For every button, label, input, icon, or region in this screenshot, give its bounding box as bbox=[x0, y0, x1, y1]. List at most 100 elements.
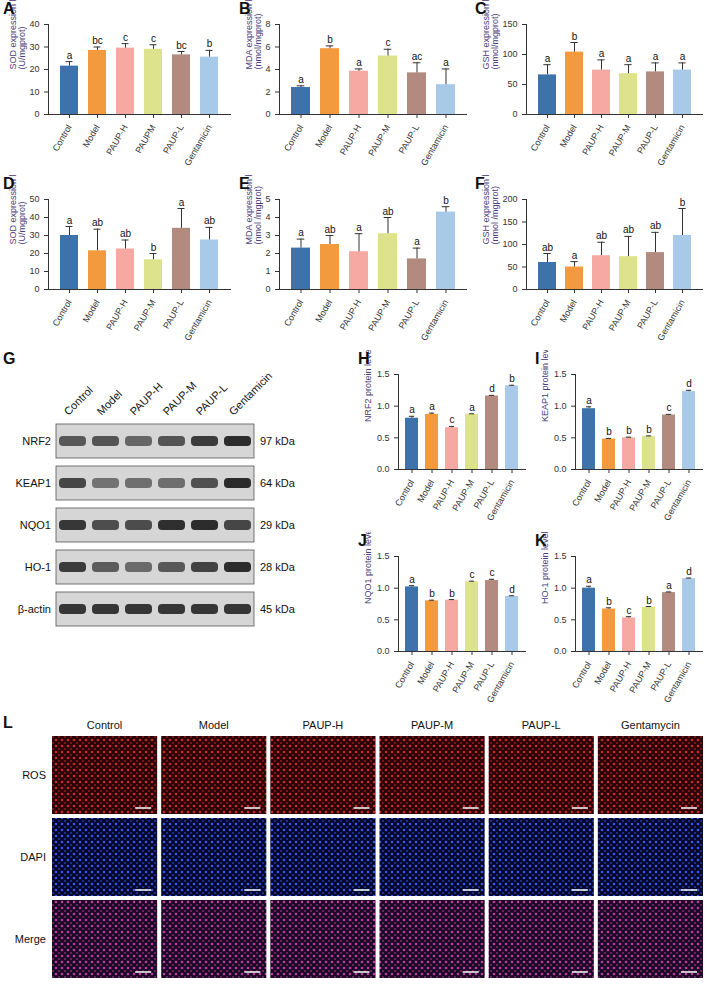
svg-text:b: b bbox=[606, 426, 612, 437]
svg-text:20: 20 bbox=[29, 64, 39, 74]
svg-text:a: a bbox=[298, 227, 304, 238]
svg-text:0: 0 bbox=[512, 109, 517, 119]
svg-text:Gentamicin: Gentamicin bbox=[182, 298, 213, 342]
svg-text:KEAP1 protein levels: KEAP1 protein levels bbox=[540, 350, 550, 422]
svg-text:a: a bbox=[179, 197, 185, 208]
svg-text:Control: Control bbox=[61, 384, 95, 418]
svg-text:1.0: 1.0 bbox=[554, 583, 567, 593]
svg-text:a: a bbox=[67, 215, 73, 226]
svg-text:0: 0 bbox=[265, 109, 270, 119]
svg-text:10: 10 bbox=[29, 266, 39, 276]
svg-text:NRF2: NRF2 bbox=[22, 435, 51, 447]
svg-text:Model: Model bbox=[415, 660, 436, 686]
svg-text:a: a bbox=[586, 574, 592, 585]
svg-text:PAUP-M: PAUP-M bbox=[366, 298, 392, 333]
svg-text:a: a bbox=[298, 74, 304, 85]
svg-text:0: 0 bbox=[34, 109, 39, 119]
svg-text:0.0: 0.0 bbox=[377, 464, 390, 474]
svg-text:Control: Control bbox=[51, 123, 74, 153]
svg-text:PAUP-L: PAUP-L bbox=[161, 123, 186, 156]
svg-text:PAUP-M: PAUP-M bbox=[607, 298, 633, 333]
svg-text:c: c bbox=[123, 32, 128, 43]
svg-text:6: 6 bbox=[265, 42, 270, 52]
svg-text:a: a bbox=[545, 53, 551, 64]
svg-text:3: 3 bbox=[265, 230, 270, 240]
svg-text:30: 30 bbox=[29, 230, 39, 240]
svg-text:0.5: 0.5 bbox=[554, 433, 567, 443]
svg-text:50: 50 bbox=[507, 262, 517, 272]
svg-text:b: b bbox=[449, 588, 455, 599]
svg-text:d: d bbox=[509, 584, 515, 595]
svg-text:PAUP-H: PAUP-H bbox=[104, 123, 129, 157]
svg-text:a: a bbox=[356, 222, 362, 233]
svg-text:1: 1 bbox=[265, 266, 270, 276]
svg-text:c: c bbox=[151, 33, 156, 44]
svg-text:ab: ab bbox=[542, 242, 554, 253]
svg-text:c: c bbox=[667, 402, 672, 413]
svg-text:Model: Model bbox=[81, 298, 102, 324]
svg-text:Gentamicin: Gentamicin bbox=[419, 123, 450, 167]
svg-text:b: b bbox=[207, 38, 213, 49]
svg-text:PAUP-M: PAUP-M bbox=[411, 719, 453, 731]
svg-text:b: b bbox=[572, 31, 578, 42]
svg-text:PAUP-H: PAUP-H bbox=[338, 123, 363, 157]
svg-text:PAUP-M: PAUP-M bbox=[627, 660, 653, 695]
svg-text:b: b bbox=[646, 595, 652, 606]
svg-text:Model: Model bbox=[81, 123, 102, 149]
svg-text:Model: Model bbox=[592, 478, 613, 504]
svg-text:Model: Model bbox=[199, 719, 229, 731]
svg-text:a: a bbox=[443, 57, 449, 68]
svg-text:NQO1: NQO1 bbox=[20, 519, 51, 531]
svg-text:PAUP-M: PAUP-M bbox=[627, 478, 653, 513]
svg-text:PAUP-L: PAUP-L bbox=[397, 298, 422, 331]
svg-text:1.5: 1.5 bbox=[377, 551, 390, 561]
svg-text:Control: Control bbox=[51, 298, 74, 328]
svg-text:4: 4 bbox=[265, 64, 270, 74]
svg-text:PAUPM: PAUPM bbox=[133, 123, 157, 155]
svg-text:100: 100 bbox=[502, 239, 517, 249]
svg-text:ab: ab bbox=[204, 215, 216, 226]
svg-text:Gentamycin: Gentamycin bbox=[621, 719, 680, 731]
svg-text:PAUP-M: PAUP-M bbox=[607, 123, 633, 158]
svg-text:Model: Model bbox=[313, 123, 334, 149]
svg-text:50: 50 bbox=[29, 194, 39, 204]
svg-text:c: c bbox=[470, 569, 475, 580]
svg-text:Control: Control bbox=[282, 123, 305, 153]
svg-text:0.5: 0.5 bbox=[554, 615, 567, 625]
svg-text:PAUP-H: PAUP-H bbox=[338, 298, 363, 332]
svg-text:PAUP-L: PAUP-L bbox=[522, 719, 561, 731]
svg-text:PAUP-M: PAUP-M bbox=[132, 298, 158, 333]
svg-text:b: b bbox=[680, 197, 686, 208]
svg-text:DAPI: DAPI bbox=[20, 851, 46, 863]
svg-text:29 kDa: 29 kDa bbox=[260, 519, 296, 531]
svg-text:Gentamicin: Gentamicin bbox=[226, 370, 274, 418]
svg-text:50: 50 bbox=[507, 79, 517, 89]
svg-text:1.5: 1.5 bbox=[377, 369, 390, 379]
svg-text:a: a bbox=[680, 51, 686, 62]
svg-text:PAUP-L: PAUP-L bbox=[397, 123, 422, 156]
svg-text:ab: ab bbox=[120, 228, 132, 239]
svg-text:PAUP-L: PAUP-L bbox=[635, 123, 660, 156]
svg-text:PAUP-L: PAUP-L bbox=[635, 298, 660, 331]
svg-text:Gentamicin: Gentamicin bbox=[655, 298, 686, 342]
svg-text:PAUP-M: PAUP-M bbox=[450, 660, 476, 695]
svg-text:a: a bbox=[653, 51, 659, 62]
svg-text:Gentamicin: Gentamicin bbox=[182, 123, 213, 167]
svg-text:45 kDa: 45 kDa bbox=[260, 603, 296, 615]
svg-text:Merge: Merge bbox=[15, 933, 46, 945]
svg-text:2: 2 bbox=[265, 87, 270, 97]
svg-text:0.0: 0.0 bbox=[377, 646, 390, 656]
svg-text:d: d bbox=[489, 383, 495, 394]
svg-text:0.5: 0.5 bbox=[377, 433, 390, 443]
svg-text:Gentamicin: Gentamicin bbox=[662, 478, 693, 522]
svg-text:c: c bbox=[386, 37, 391, 48]
svg-text:b: b bbox=[151, 242, 157, 253]
svg-text:4: 4 bbox=[265, 212, 270, 222]
svg-text:8: 8 bbox=[265, 19, 270, 29]
svg-text:ROS: ROS bbox=[22, 769, 46, 781]
svg-text:Control: Control bbox=[87, 719, 122, 731]
svg-text:Control: Control bbox=[570, 478, 593, 508]
svg-text:Model: Model bbox=[415, 478, 436, 504]
svg-text:b: b bbox=[509, 373, 515, 384]
svg-text:bc: bc bbox=[92, 35, 103, 46]
